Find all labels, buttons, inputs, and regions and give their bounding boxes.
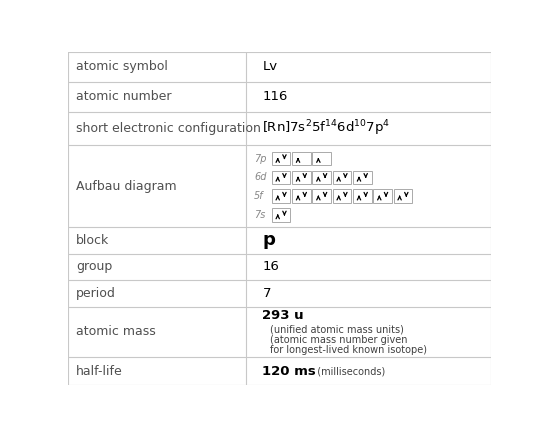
Bar [312, 171, 331, 184]
Text: half-life: half-life [76, 365, 123, 378]
Bar [272, 152, 290, 165]
Bar [394, 190, 412, 203]
Bar [292, 171, 311, 184]
Text: Aufbau diagram: Aufbau diagram [76, 180, 176, 193]
Text: period: period [76, 287, 116, 300]
Text: 293 u: 293 u [263, 309, 304, 322]
Text: 116: 116 [263, 90, 288, 103]
Text: block: block [76, 234, 109, 247]
Bar [373, 190, 392, 203]
Bar [353, 171, 372, 184]
Text: (unified atomic mass units): (unified atomic mass units) [270, 325, 404, 335]
Text: (milliseconds): (milliseconds) [311, 366, 385, 376]
Text: p: p [263, 231, 275, 249]
Text: atomic number: atomic number [76, 90, 171, 103]
Text: 7: 7 [263, 287, 271, 300]
Bar [292, 190, 311, 203]
Bar [353, 190, 372, 203]
Text: 6d: 6d [254, 172, 266, 182]
Bar [333, 190, 351, 203]
Bar [292, 152, 311, 165]
Text: short electronic configuration: short electronic configuration [76, 122, 261, 135]
Bar [312, 190, 331, 203]
Text: 5f: 5f [254, 191, 264, 201]
Bar [312, 152, 331, 165]
Bar [272, 190, 290, 203]
Bar [272, 171, 290, 184]
Text: 7s: 7s [254, 210, 265, 220]
Text: group: group [76, 260, 112, 273]
Text: $\mathrm{[Rn]7s^{2}5f^{14}6d^{10}7p^{4}}$: $\mathrm{[Rn]7s^{2}5f^{14}6d^{10}7p^{4}}… [263, 119, 390, 138]
Text: atomic mass: atomic mass [76, 325, 156, 338]
Text: (atomic mass number given: (atomic mass number given [270, 336, 408, 346]
Text: 120 ms: 120 ms [263, 365, 316, 378]
Bar [272, 208, 290, 222]
Text: Lv: Lv [263, 60, 277, 73]
Text: 7p: 7p [254, 154, 266, 164]
Text: for longest-lived known isotope): for longest-lived known isotope) [270, 345, 427, 355]
Text: atomic symbol: atomic symbol [76, 60, 168, 73]
Bar [333, 171, 351, 184]
Text: 16: 16 [263, 260, 280, 273]
